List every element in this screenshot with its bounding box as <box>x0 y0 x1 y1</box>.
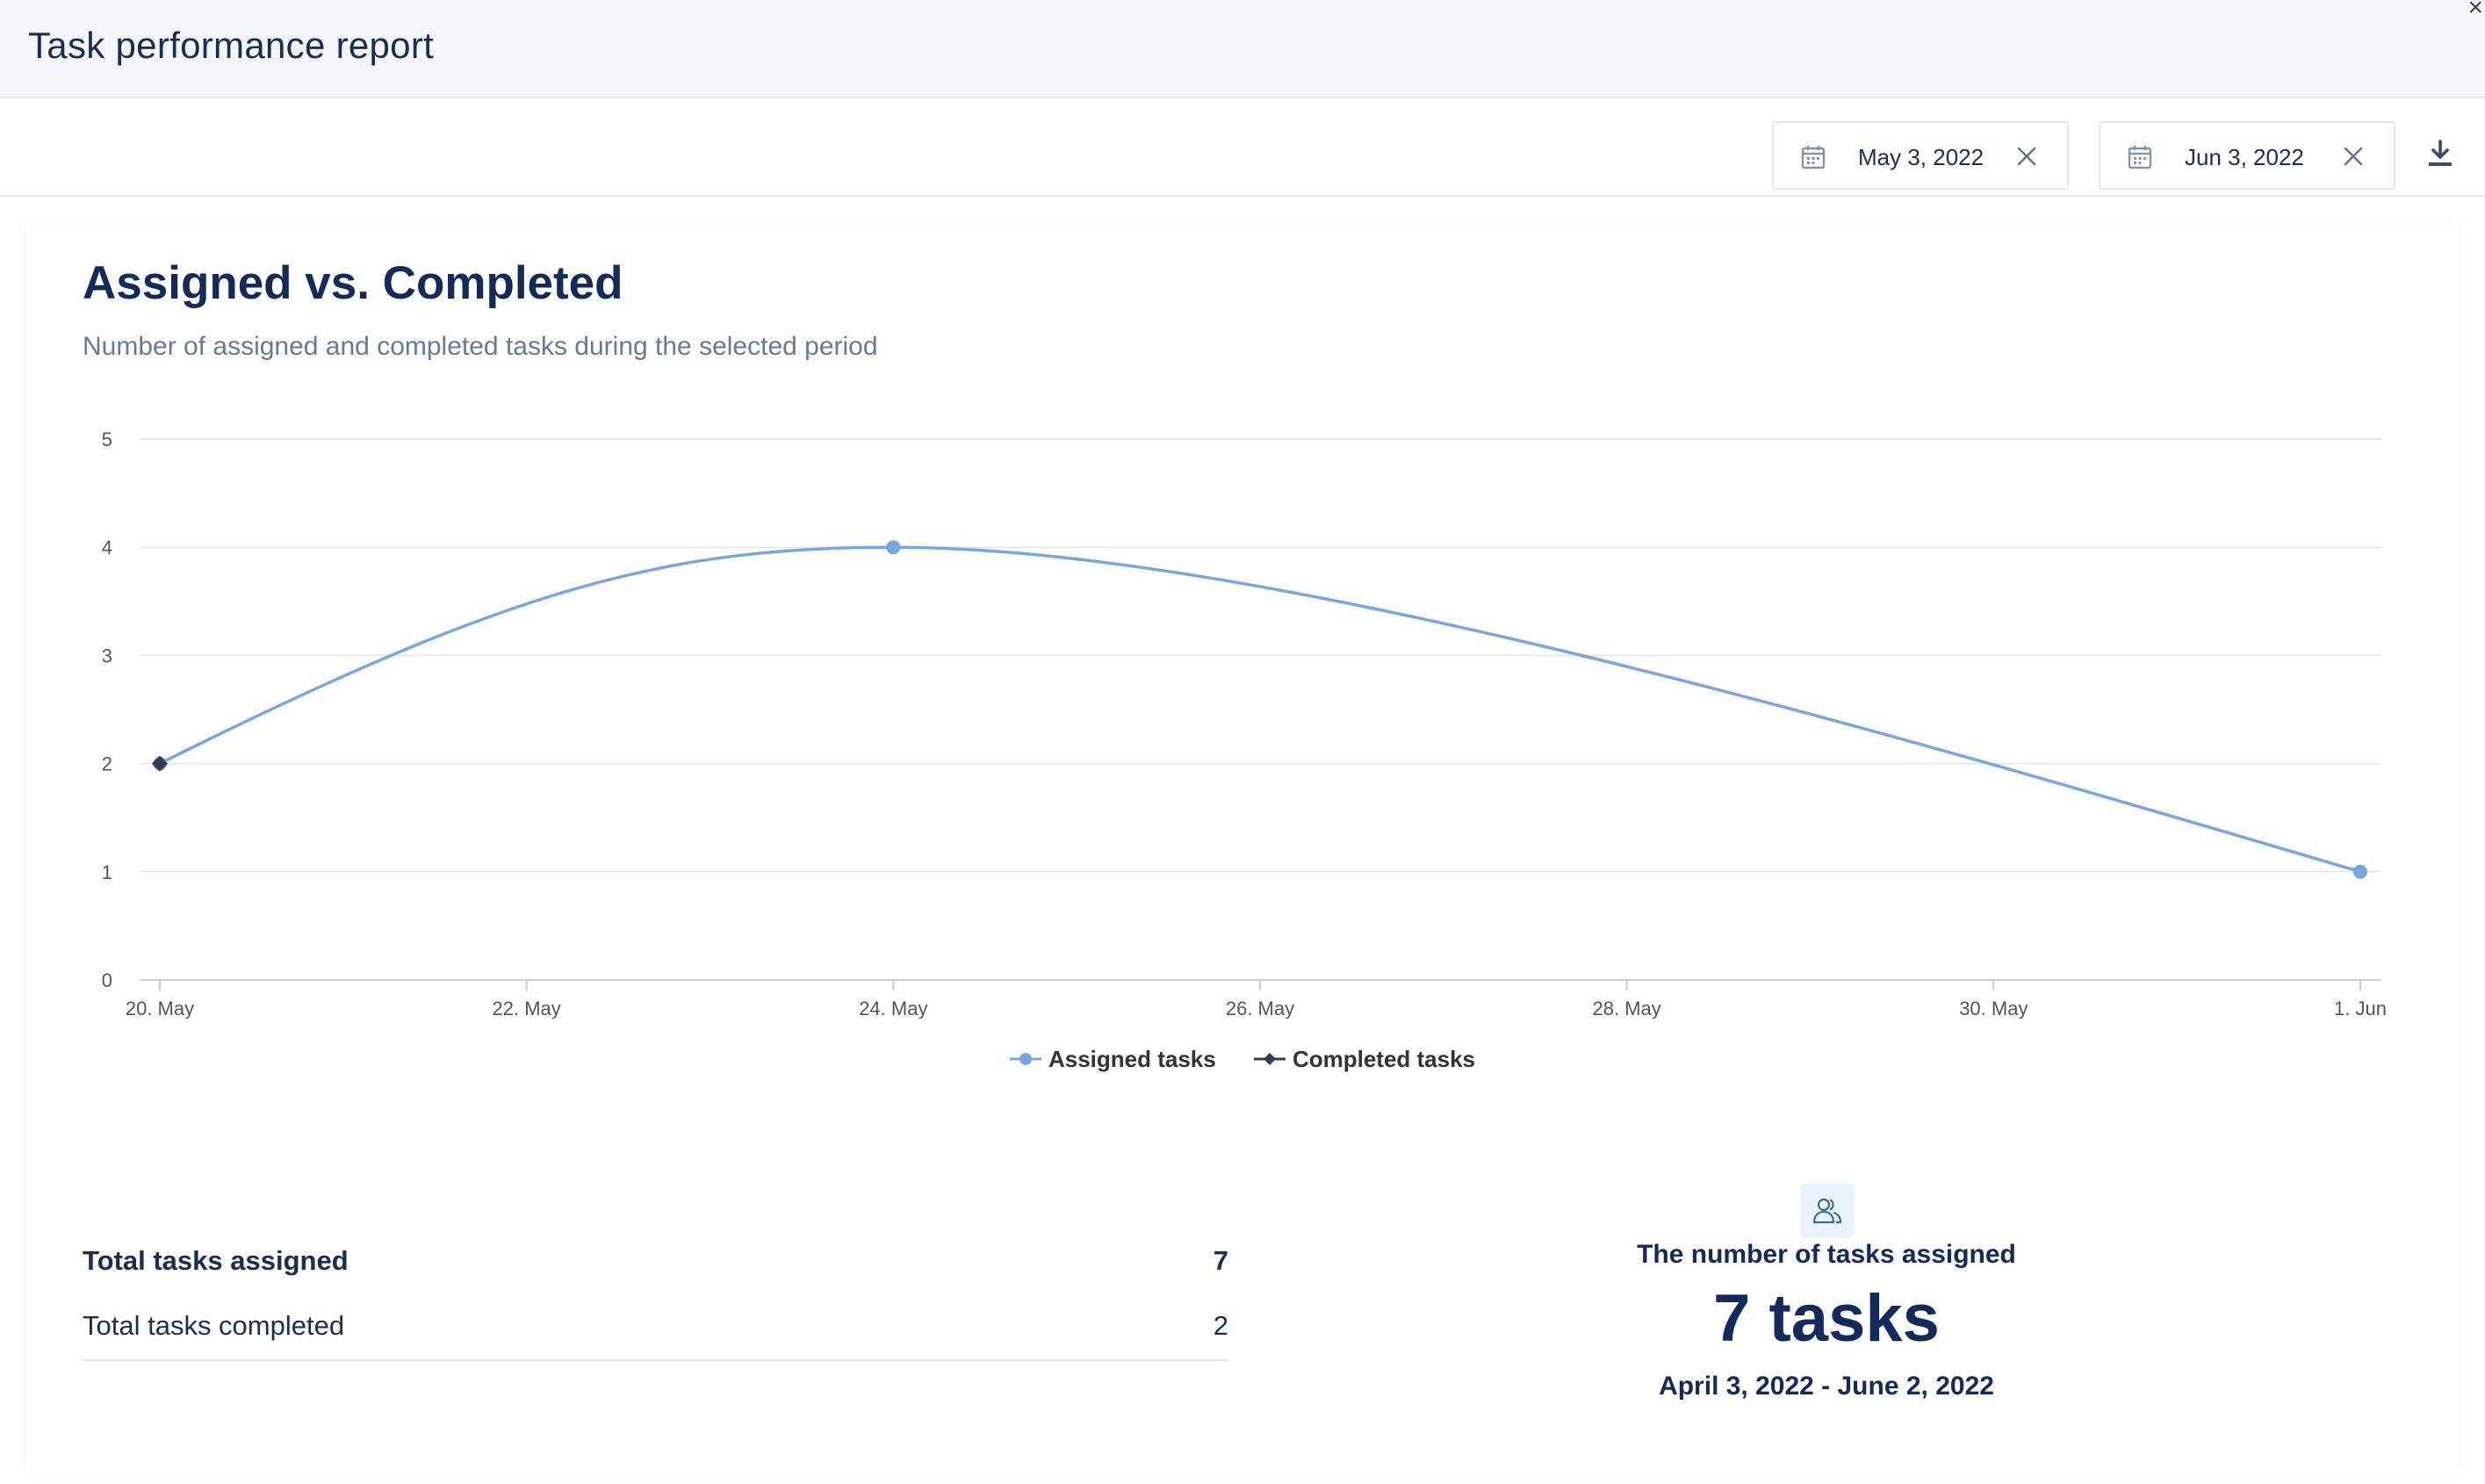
legend-completed-label: Completed tasks <box>1292 1045 1476 1072</box>
x-tick-label: 28. May <box>1593 998 1661 1019</box>
chart-card <box>26 225 2459 1472</box>
total-completed-value: 2 <box>1213 1310 1228 1341</box>
total-assigned-label: Total tasks assigned <box>83 1245 349 1276</box>
start-date-picker[interactable]: May 3, 2022 <box>1772 121 2069 190</box>
total-completed-row: Total tasks completed 2 <box>83 1310 1228 1345</box>
total-completed-label: Total tasks completed <box>83 1310 345 1341</box>
download-icon[interactable] <box>2425 139 2455 173</box>
x-tick-label: 20. May <box>126 998 194 1019</box>
chart-legend: Assigned tasks Completed tasks <box>0 1045 2485 1073</box>
x-tick-label: 1. Jun <box>2334 998 2387 1019</box>
y-tick-label: 2 <box>102 753 112 775</box>
date-toolbar: May 3, 2022 Jun 3, 2022 <box>0 98 2485 197</box>
y-tick-label: 3 <box>102 645 112 666</box>
assigned-data-point <box>886 540 901 555</box>
end-date-value: Jun 3, 2022 <box>2185 144 2304 170</box>
line-chart: 0 1 2 3 4 5 20. May 22. May 24. May 26. May 28. Ma… <box>102 429 2387 1019</box>
summary-value: 7 tasks <box>1713 1281 1940 1356</box>
x-tick-label: 26. May <box>1226 998 1294 1019</box>
stats-divider <box>83 1359 1228 1361</box>
x-tick-label: 24. May <box>859 998 927 1019</box>
chart-subtitle: Number of assigned and completed tasks d… <box>83 332 878 361</box>
y-tick-label: 4 <box>102 537 112 558</box>
total-assigned-value: 7 <box>1213 1245 1228 1276</box>
assigned-tasks-line <box>159 545 2361 874</box>
y-tick-label: 0 <box>102 969 112 991</box>
report-header: Task performance report × <box>0 0 2485 98</box>
start-date-value: May 3, 2022 <box>1858 144 1984 170</box>
x-tick-label: 22. May <box>493 998 561 1019</box>
legend-item-assigned[interactable]: Assigned tasks <box>1009 1045 1216 1073</box>
completed-data-point <box>152 755 168 772</box>
total-assigned-row: Total tasks assigned 7 <box>83 1245 1228 1280</box>
x-tick-label: 30. May <box>1959 998 2028 1019</box>
summary-date-range: April 3, 2022 - June 2, 2022 <box>1659 1372 1994 1401</box>
legend-item-completed[interactable]: Completed tasks <box>1253 1045 1476 1073</box>
end-date-picker[interactable]: Jun 3, 2022 <box>2099 121 2395 190</box>
page-title: Task performance report <box>28 25 435 66</box>
y-tick-label: 1 <box>102 861 112 883</box>
clear-end-date-icon[interactable] <box>2343 146 2364 171</box>
assigned-data-point <box>2353 864 2367 879</box>
users-icon <box>1800 1184 1855 1238</box>
legend-assigned-label: Assigned tasks <box>1048 1045 1216 1072</box>
calendar-icon <box>1800 144 1826 175</box>
close-icon[interactable]: × <box>2467 0 2483 22</box>
legend-assigned-marker <box>1009 1053 1041 1065</box>
summary-label: The number of tasks assigned <box>1637 1240 2016 1269</box>
clear-start-date-icon[interactable] <box>2016 146 2037 171</box>
chart-title: Assigned vs. Completed <box>83 257 623 309</box>
calendar-icon <box>2127 144 2153 175</box>
legend-completed-marker <box>1253 1053 1286 1065</box>
y-tick-label: 5 <box>102 429 112 450</box>
